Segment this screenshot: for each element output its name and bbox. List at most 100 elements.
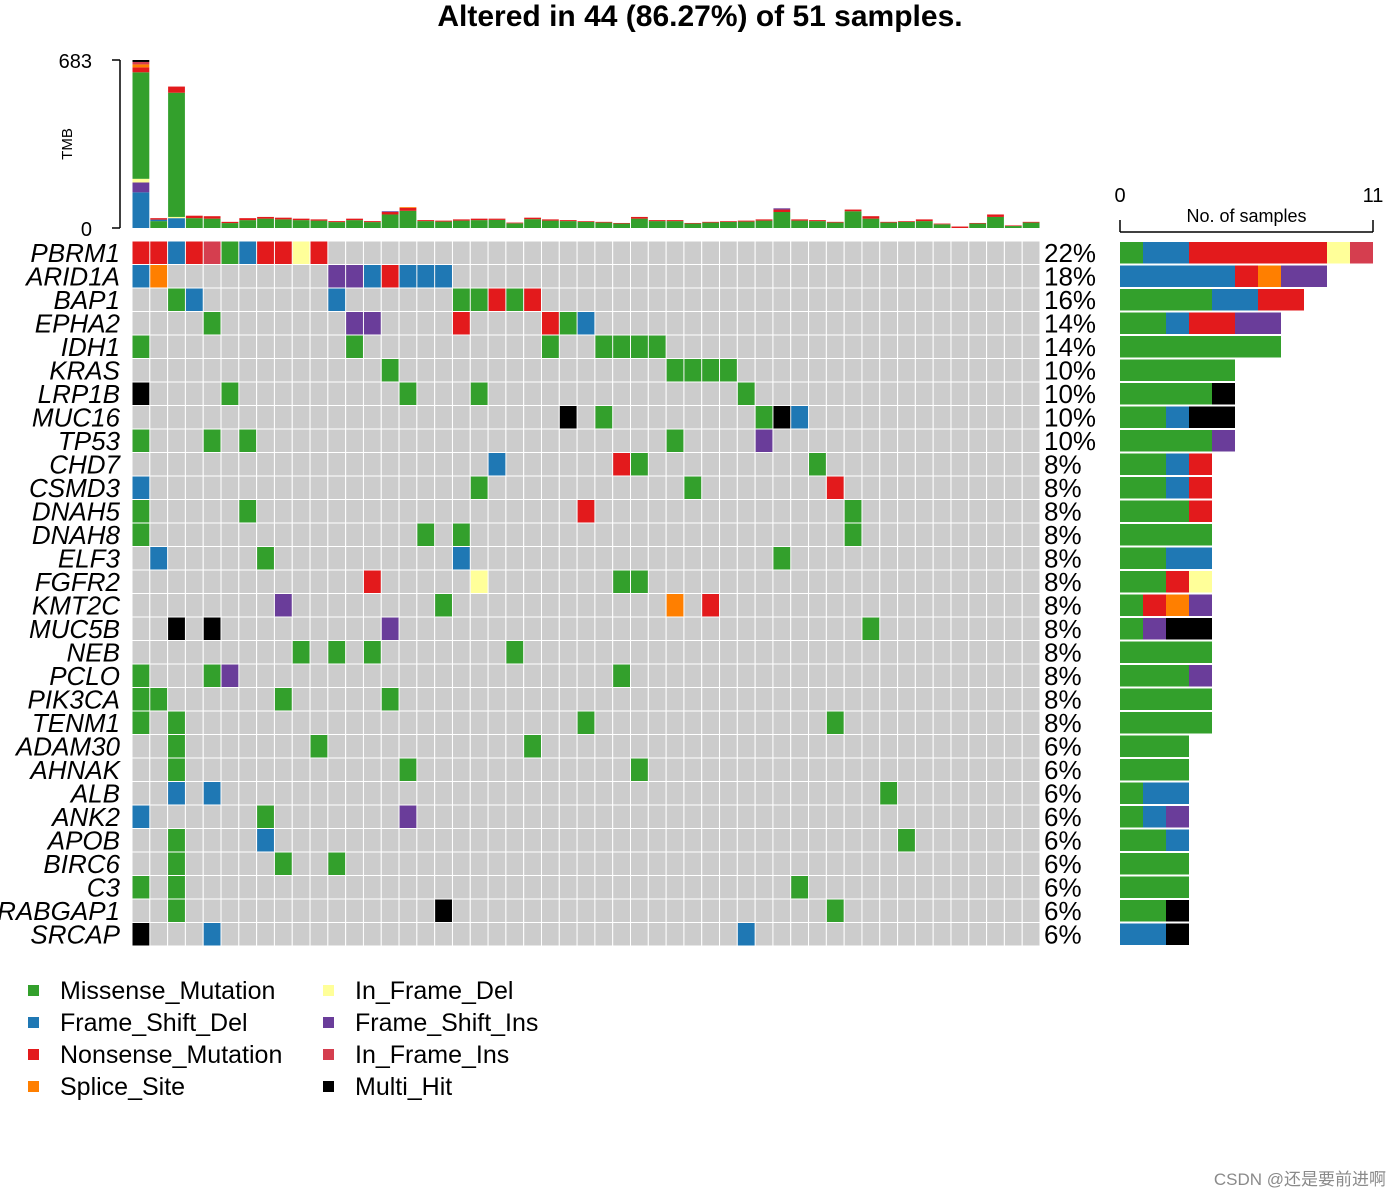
matrix-cell: [362, 240, 382, 265]
matrix-cell: [950, 851, 970, 876]
matrix-cell: [986, 311, 1005, 336]
mutation-cell: [132, 429, 150, 452]
mutation-cell: [168, 711, 185, 734]
matrix-cell: [149, 898, 169, 923]
matrix-cell: [772, 334, 792, 359]
matrix-cell: [256, 311, 275, 336]
mutation-cell: [274, 241, 292, 264]
matrix-cell: [808, 287, 827, 312]
matrix-cell: [202, 287, 222, 312]
matrix-cell: [487, 264, 507, 289]
matrix-cell: [736, 898, 756, 923]
matrix-cell: [683, 428, 703, 453]
matrix-cell: [451, 687, 471, 712]
matrix-cell: [576, 475, 596, 500]
mutation-cell: [168, 876, 185, 899]
matrix-cell: [380, 734, 400, 759]
matrix-cell: [1021, 452, 1041, 477]
matrix-cell: [630, 781, 649, 806]
matrix-cell: [968, 663, 988, 688]
matrix-cell: [665, 475, 685, 500]
mutation-cell: [150, 547, 168, 570]
matrix-cell: [736, 663, 756, 688]
matrix-cell: [451, 381, 471, 406]
matrix-cell: [327, 898, 347, 923]
matrix-cell: [861, 452, 881, 477]
matrix-cell: [309, 616, 329, 641]
tmb-bar-segment: [168, 216, 185, 219]
matrix-cell: [647, 757, 667, 782]
matrix-cell: [879, 240, 899, 265]
mutation-cell: [132, 500, 150, 523]
matrix-cell: [558, 428, 578, 453]
matrix-cell: [434, 358, 453, 383]
matrix-cell: [523, 569, 542, 594]
matrix-cell: [1021, 311, 1041, 336]
mutation-cell: [257, 547, 274, 570]
mutation-cell: [203, 429, 221, 452]
matrix-cell: [523, 452, 542, 477]
matrix-cell: [683, 757, 703, 782]
side-bar-segment: [1189, 453, 1212, 475]
mutation-cell: [470, 476, 488, 499]
matrix-cell: [345, 428, 364, 453]
matrix-cell: [398, 663, 418, 688]
matrix-cell: [790, 922, 810, 947]
matrix-cell: [576, 569, 596, 594]
matrix-cell: [523, 381, 542, 406]
matrix-cell: [469, 734, 489, 759]
matrix-cell: [398, 875, 418, 900]
matrix-cell: [647, 593, 667, 618]
matrix-cell: [825, 851, 845, 876]
mutation-cell: [844, 523, 862, 546]
matrix-cell: [416, 546, 436, 571]
matrix-cell: [362, 757, 382, 782]
matrix-cell: [897, 475, 916, 500]
mutation-cell: [559, 406, 577, 429]
matrix-cell: [808, 334, 827, 359]
matrix-cell: [914, 710, 934, 735]
matrix-cell: [487, 922, 507, 947]
matrix-cell: [665, 710, 685, 735]
matrix-cell: [986, 710, 1005, 735]
matrix-cell: [683, 687, 703, 712]
matrix-cell: [1021, 640, 1041, 665]
matrix-cell: [665, 757, 685, 782]
matrix-cell: [451, 710, 471, 735]
matrix-cell: [630, 311, 649, 336]
matrix-cell: [434, 240, 453, 265]
matrix-cell: [309, 264, 329, 289]
matrix-cell: [1021, 381, 1041, 406]
matrix-cell: [950, 687, 970, 712]
matrix-cell: [701, 428, 721, 453]
matrix-cell: [362, 428, 382, 453]
matrix-cell: [398, 734, 418, 759]
gene-label: MUC16: [32, 402, 121, 432]
matrix-cell: [665, 334, 685, 359]
matrix-cell: [505, 522, 525, 547]
gene-label: FGFR2: [35, 567, 121, 597]
matrix-cell: [1021, 546, 1041, 571]
matrix-cell: [184, 522, 204, 547]
matrix-cell: [630, 616, 649, 641]
tmb-bar-segment: [880, 221, 898, 223]
matrix-cell: [167, 546, 186, 571]
matrix-cell: [701, 569, 721, 594]
matrix-cell: [825, 334, 845, 359]
matrix-cell: [184, 687, 204, 712]
matrix-cell: [487, 522, 507, 547]
matrix-cell: [327, 428, 347, 453]
matrix-cell: [932, 616, 952, 641]
matrix-cell: [719, 264, 738, 289]
matrix-cell: [665, 452, 685, 477]
matrix-cell: [416, 710, 436, 735]
matrix-cell: [416, 287, 436, 312]
matrix-cell: [149, 734, 169, 759]
matrix-cell: [487, 593, 507, 618]
matrix-cell: [861, 475, 881, 500]
matrix-cell: [914, 405, 934, 430]
matrix-cell: [719, 616, 738, 641]
matrix-cell: [540, 781, 560, 806]
matrix-cell: [808, 381, 827, 406]
matrix-cell: [220, 640, 240, 665]
